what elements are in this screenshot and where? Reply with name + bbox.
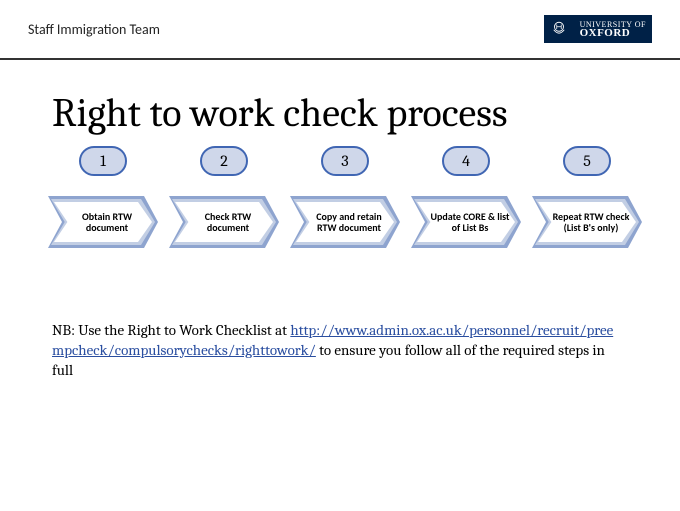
- main-content: Right to work check process 1 Obtain RTW…: [0, 60, 680, 380]
- page-title: Right to work check process: [52, 90, 642, 136]
- step-label: Check RTW document: [169, 196, 279, 248]
- step-number-badge: 2: [200, 146, 248, 176]
- header-bar: Staff Immigration Team UNIVERSITY OF OXF…: [0, 0, 680, 60]
- step-chevron: Repeat RTW check (List B's only): [532, 196, 642, 248]
- oxford-logo: UNIVERSITY OF OXFORD: [544, 15, 652, 43]
- crest-icon: [544, 15, 574, 43]
- step-chevron: Check RTW document: [169, 196, 279, 248]
- step-number-badge: 1: [79, 146, 127, 176]
- step-3: 3 Copy and retain RTW document: [290, 146, 400, 248]
- step-label: Update CORE & list of List Bs: [411, 196, 521, 248]
- step-label: Repeat RTW check (List B's only): [532, 196, 642, 248]
- step-label: Obtain RTW document: [48, 196, 158, 248]
- nb-prefix: NB: Use the Right to Work Checklist at: [52, 321, 290, 339]
- logo-text: UNIVERSITY OF OXFORD: [574, 15, 652, 43]
- team-name: Staff Immigration Team: [28, 21, 160, 38]
- step-chevron: Obtain RTW document: [48, 196, 158, 248]
- step-2: 2 Check RTW document: [169, 146, 279, 248]
- step-chevron: Copy and retain RTW document: [290, 196, 400, 248]
- step-number-badge: 4: [442, 146, 490, 176]
- logo-line2: OXFORD: [580, 29, 646, 38]
- process-flow: 1 Obtain RTW document2 Check RTW documen…: [48, 146, 642, 248]
- step-5: 5 Repeat RTW check (List B's only): [532, 146, 642, 248]
- step-chevron: Update CORE & list of List Bs: [411, 196, 521, 248]
- step-number-badge: 3: [321, 146, 369, 176]
- step-number-badge: 5: [563, 146, 611, 176]
- step-1: 1 Obtain RTW document: [48, 146, 158, 248]
- nb-note: NB: Use the Right to Work Checklist at h…: [52, 320, 642, 380]
- step-label: Copy and retain RTW document: [290, 196, 400, 248]
- step-4: 4 Update CORE & list of List Bs: [411, 146, 521, 248]
